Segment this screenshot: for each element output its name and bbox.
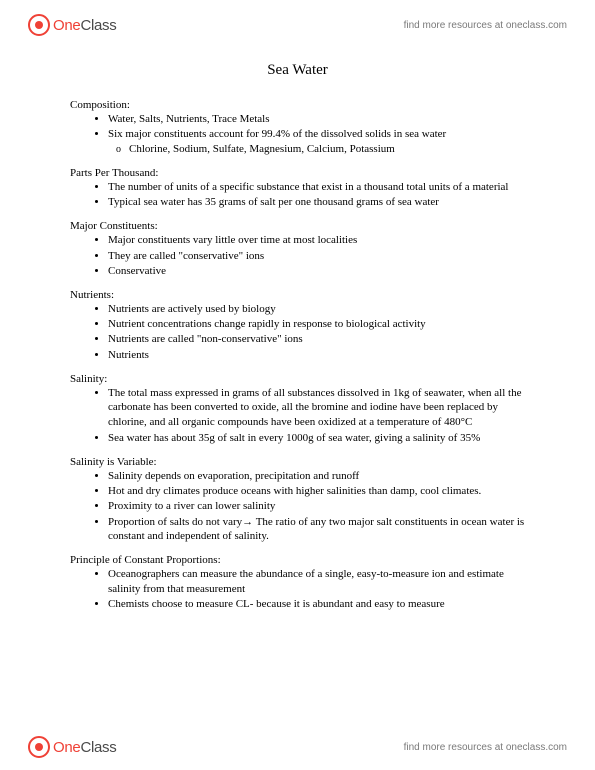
logo-text: OneClass — [53, 739, 116, 756]
section-head-principle: Principle of Constant Proportions: — [70, 554, 525, 566]
section-head-nutrients: Nutrients: — [70, 289, 525, 301]
list-item: Chlorine, Sodium, Sulfate, Magnesium, Ca… — [130, 142, 525, 157]
list-principle: Oceanographers can measure the abundance… — [70, 567, 525, 612]
list-item: Oceanographers can measure the abundance… — [108, 567, 525, 597]
list-item-text: Six major constituents account for 99.4%… — [108, 128, 446, 140]
section-head-ppt: Parts Per Thousand: — [70, 167, 525, 179]
list-variable: Salinity depends on evaporation, precipi… — [70, 469, 525, 545]
list-item: Conservative — [108, 264, 525, 279]
section-head-composition: Composition: — [70, 99, 525, 111]
logo-icon — [28, 736, 50, 758]
footer-resources-link[interactable]: find more resources at oneclass.com — [404, 742, 567, 753]
list-item: Hot and dry climates produce oceans with… — [108, 484, 525, 499]
list-item: The number of units of a specific substa… — [108, 180, 525, 195]
list-major: Major constituents vary little over time… — [70, 233, 525, 279]
section-head-variable: Salinity is Variable: — [70, 456, 525, 468]
page-title: Sea Water — [70, 62, 525, 79]
list-item: Six major constituents account for 99.4%… — [108, 127, 525, 157]
page-footer: OneClass find more resources at oneclass… — [0, 730, 595, 770]
list-item: Sea water has about 35g of salt in every… — [108, 431, 525, 446]
list-item: Water, Salts, Nutrients, Trace Metals — [108, 112, 525, 127]
list-item: Nutrients are called "non-conservative" … — [108, 332, 525, 347]
list-item-text-a: Proportion of salts do not vary — [108, 516, 242, 528]
list-item: Nutrient concentrations change rapidly i… — [108, 317, 525, 332]
document-body: Sea Water Composition: Water, Salts, Nut… — [0, 62, 595, 612]
logo-icon — [28, 14, 50, 36]
list-item: They are called "conservative" ions — [108, 249, 525, 264]
section-head-major: Major Constituents: — [70, 220, 525, 232]
sublist: Chlorine, Sodium, Sulfate, Magnesium, Ca… — [108, 142, 525, 157]
arrow-icon: → — [242, 516, 253, 528]
logo-text: OneClass — [53, 17, 116, 34]
list-nutrients: Nutrients are actively used by biology N… — [70, 302, 525, 363]
list-item: Nutrients — [108, 348, 525, 363]
list-salinity: The total mass expressed in grams of all… — [70, 386, 525, 446]
list-item: Typical sea water has 35 grams of salt p… — [108, 195, 525, 210]
logo-part2: Class — [80, 17, 116, 34]
list-item: Chemists choose to measure CL- because i… — [108, 597, 525, 612]
list-item: Salinity depends on evaporation, precipi… — [108, 469, 525, 484]
list-item: Proximity to a river can lower salinity — [108, 499, 525, 514]
brand-logo-footer[interactable]: OneClass — [28, 736, 116, 758]
list-item: Nutrients are actively used by biology — [108, 302, 525, 317]
logo-part1: One — [53, 17, 80, 34]
list-item: The total mass expressed in grams of all… — [108, 386, 525, 431]
list-composition: Water, Salts, Nutrients, Trace Metals Si… — [70, 112, 525, 157]
brand-logo[interactable]: OneClass — [28, 14, 116, 36]
logo-part2: Class — [80, 739, 116, 756]
page-header: OneClass find more resources at oneclass… — [0, 0, 595, 44]
header-resources-link[interactable]: find more resources at oneclass.com — [404, 20, 567, 31]
list-item: Proportion of salts do not vary→ The rat… — [108, 515, 525, 545]
list-item: Major constituents vary little over time… — [108, 233, 525, 248]
logo-part1: One — [53, 739, 80, 756]
list-ppt: The number of units of a specific substa… — [70, 180, 525, 210]
section-head-salinity: Salinity: — [70, 373, 525, 385]
